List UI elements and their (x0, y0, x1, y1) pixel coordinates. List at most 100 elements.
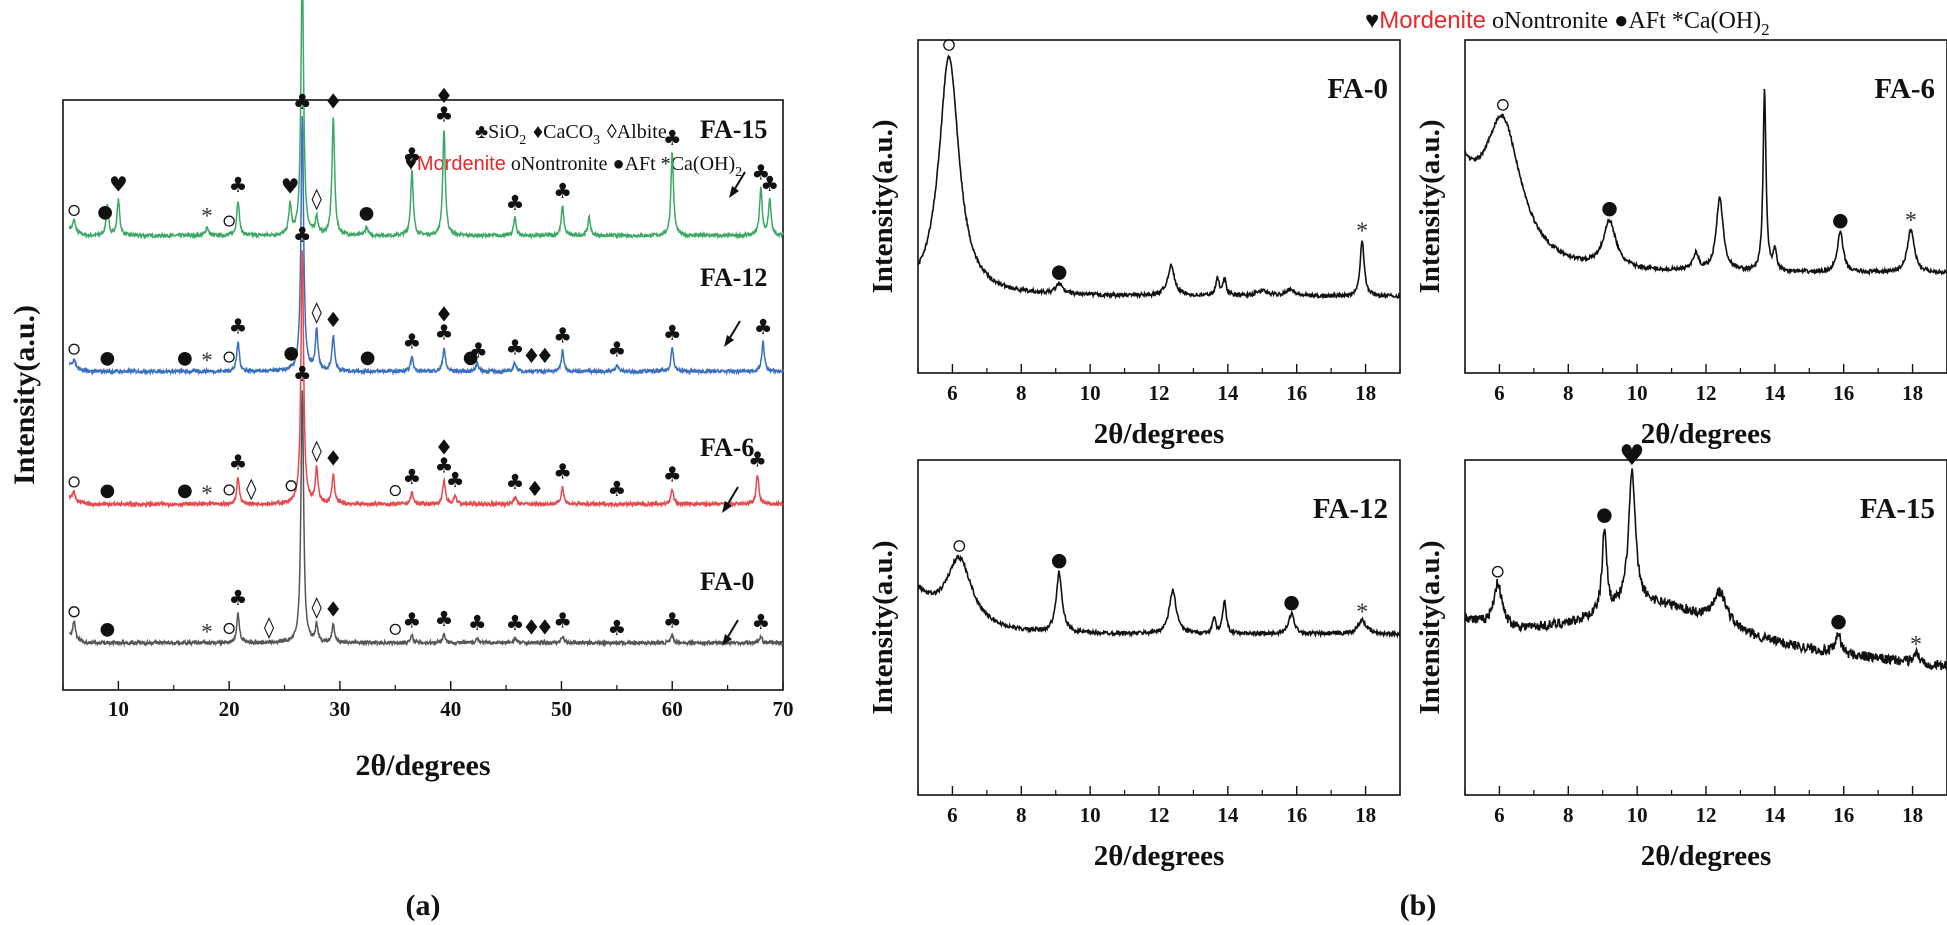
subplot-y-axis-label: Intensity(a.u.) (1414, 540, 1446, 714)
nontronite-marker (953, 540, 966, 552)
x-tick-label: 30 (329, 697, 350, 721)
x-tick-label: 8 (1016, 381, 1027, 405)
subplot-fa-0: 6 8 10 12 14 16 18 2θ/degrees Intensity(a.u.) FA-… (867, 39, 1401, 450)
panel-a-legend-line-2: ♥Mordenite oNontronite ●AFt *Ca(OH)2 (405, 153, 744, 180)
series-line (68, 0, 784, 240)
caco3-marker: ♦ (522, 616, 541, 640)
caco3-marker: ♦ (526, 477, 545, 501)
panel-a-frame (62, 99, 784, 691)
series-label: FA-0 (700, 567, 754, 596)
x-tick-label: 10 (1627, 381, 1648, 405)
nontronite-marker (389, 484, 401, 497)
aft-marker: ● (177, 347, 193, 368)
x-tick-label: 60 (662, 697, 683, 721)
x-tick-label: 6 (947, 803, 958, 827)
legend-item: * (656, 153, 671, 175)
legend-spacer (1770, 8, 1772, 34)
caoh2-marker: * (201, 481, 212, 506)
series-fa-12: ● ● *♣●♣◊ ♦●♣♦♣●♣ ♣♦♦♣♣♣ ♣FA-12 (68, 90, 784, 376)
sio2-marker: ♣ (229, 586, 248, 610)
x-tick-label: 20 (219, 697, 240, 721)
x-tick-label: 8 (1563, 381, 1574, 405)
sio2-marker: ♣ (446, 468, 465, 492)
sio2-marker: ♣ (553, 324, 572, 348)
subplot-y-axis-label: Intensity(a.u.) (1414, 119, 1446, 293)
subplot-fa-6: 6 8 10 12 14 16 18 2θ/degrees Intensity(a.u.) FA-… (1414, 39, 1947, 450)
nontronite-marker (285, 480, 297, 492)
subplot-x-axis-label: 2θ/degrees (1641, 418, 1772, 450)
legend-item: ♦ (528, 121, 543, 143)
legend-item-subscript: 2 (735, 165, 742, 180)
sio2-marker: ♣ (469, 338, 488, 362)
caoh2-marker: * (1905, 208, 1917, 234)
x-tick-label: 6 (1494, 803, 1505, 827)
mordenite-marker: ♥ (109, 173, 128, 197)
caco3-marker: ♦ (522, 344, 541, 368)
series-line (917, 54, 1401, 300)
x-tick-label: 50 (551, 697, 572, 721)
x-tick-label: 70 (773, 697, 794, 721)
sio2-marker: ♣ (403, 465, 422, 489)
legend-item-subscript: 2 (519, 133, 526, 148)
sio2-marker: ♣ (293, 90, 312, 114)
aft-marker: ● (1596, 504, 1613, 526)
sio2-marker: ♣ (229, 315, 248, 339)
subplot-y-axis-label: Intensity(a.u.) (867, 119, 899, 293)
caco3-marker: ♦ (324, 90, 343, 114)
series-line (1464, 468, 1947, 671)
sio2-marker: ♣ (553, 609, 572, 633)
x-tick-label: 16 (1833, 803, 1854, 827)
caoh2-marker: * (201, 619, 212, 644)
panel-a: 10 20 30 40 50 60 70 2θ/degrees Intensity(a.u.) ♣… (8, 0, 794, 922)
sio2-marker: ♣ (607, 616, 626, 640)
nontronite-marker (389, 623, 401, 635)
sio2-marker: ♣ (435, 453, 454, 477)
sio2-marker: ♣ (506, 335, 525, 359)
aft-marker: ● (1830, 610, 1847, 632)
sio2-marker: ♣ (293, 223, 312, 247)
sio2-marker: ♣ (403, 609, 422, 633)
series-label: FA-6 (700, 433, 754, 462)
nontronite-marker (68, 476, 80, 488)
x-tick-label: 6 (1494, 381, 1505, 405)
mordenite-marker: ♥ (1619, 438, 1645, 472)
legend-item-label: AFt (1628, 8, 1666, 34)
legend-item-label: CaCO (543, 121, 593, 143)
aft-marker: ● (283, 342, 299, 363)
aft-marker: ● (99, 347, 115, 368)
caco3-marker: ♦ (535, 616, 554, 640)
sio2-marker: ♣ (663, 321, 682, 345)
sio2-marker: ♣ (553, 459, 572, 483)
series-line (69, 390, 784, 648)
aft-marker: ● (1601, 197, 1618, 219)
series-label: FA-12 (700, 263, 767, 292)
legend-item-label: Ca(OH) (1684, 8, 1761, 34)
aft-marker: ● (1051, 261, 1068, 283)
sio2-marker: ♣ (403, 330, 422, 354)
mordenite-marker: ♥ (281, 175, 300, 199)
subplot-fa-12: 6 8 10 12 14 16 18 2θ/degrees Intensity(a.u.) FA-… (867, 459, 1401, 872)
caco3-marker: ♦ (435, 303, 454, 327)
arrow-head-icon (722, 634, 732, 646)
x-tick-label: 10 (1080, 381, 1101, 405)
x-tick-label: 10 (108, 697, 129, 721)
subplot-title: FA-15 (1860, 493, 1935, 525)
aft-marker: ● (1051, 549, 1068, 571)
x-tick-label: 14 (1217, 381, 1239, 405)
series-line (68, 250, 784, 509)
albite-marker: ◊ (311, 187, 322, 211)
series-fa-15: ●♥*♣♥♣◊♦●♣♦♣♣♣♣♣♣FA-15 (68, 0, 784, 240)
x-tick-label: 16 (1833, 381, 1854, 405)
arrow-head-icon (724, 335, 734, 347)
subplot-fa-15: 6 8 10 12 14 16 18 2θ/degrees Intensity(a.u.) FA-… (1414, 438, 1947, 872)
sio2-marker: ♣ (506, 191, 525, 215)
nontronite-marker (1491, 565, 1504, 578)
caoh2-marker: * (201, 348, 212, 373)
nontronite-marker (68, 204, 80, 217)
caoh2-marker: * (1910, 632, 1922, 658)
x-tick-label: 40 (440, 697, 461, 721)
caoh2-marker: * (1356, 600, 1368, 626)
nontronite-marker (943, 39, 955, 51)
caco3-marker: ♦ (435, 435, 454, 459)
